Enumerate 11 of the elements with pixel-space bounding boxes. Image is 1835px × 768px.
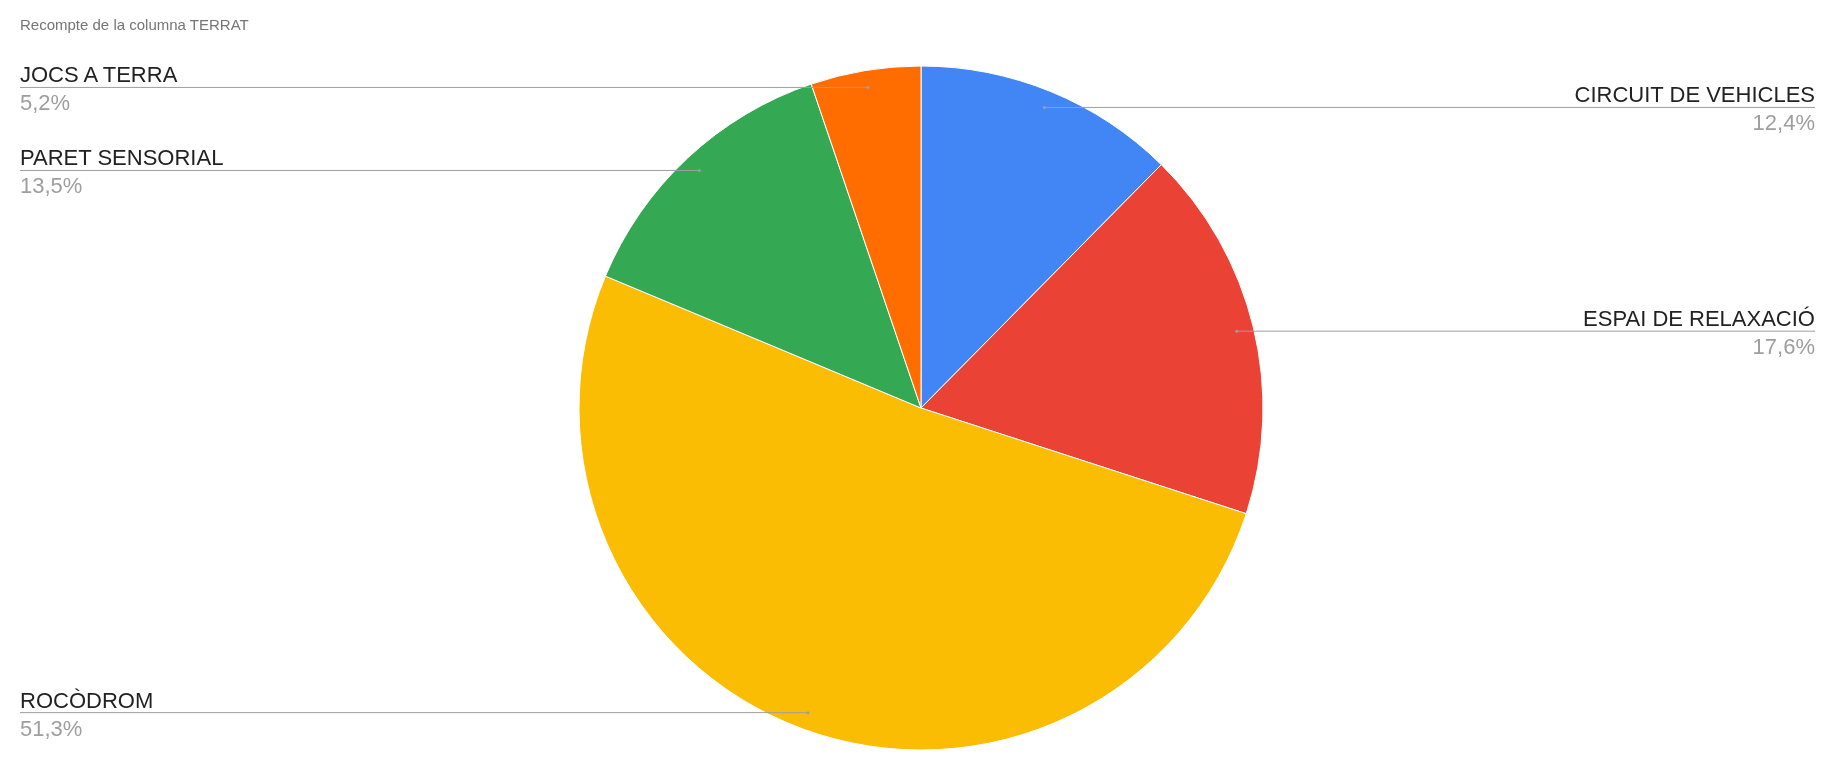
data-label: 5,2%: [20, 90, 71, 116]
data-label: 17,6%: [1752, 334, 1815, 360]
slice-label: CIRCUIT DE VEHICLES: [1574, 82, 1815, 108]
slice-label: JOCS A TERRA: [20, 62, 178, 88]
slice-label: PARET SENSORIAL: [20, 145, 224, 171]
data-label: 51,3%: [20, 715, 83, 741]
data-label: 12,4%: [1752, 110, 1815, 136]
data-label: 13,5%: [20, 173, 83, 199]
chart-title: Recompte de la columna TERRAT: [20, 16, 249, 33]
slice-label: ESPAI DE RELAXACIÓ: [1583, 306, 1815, 332]
slice-label: ROCÒDROM: [20, 687, 154, 713]
